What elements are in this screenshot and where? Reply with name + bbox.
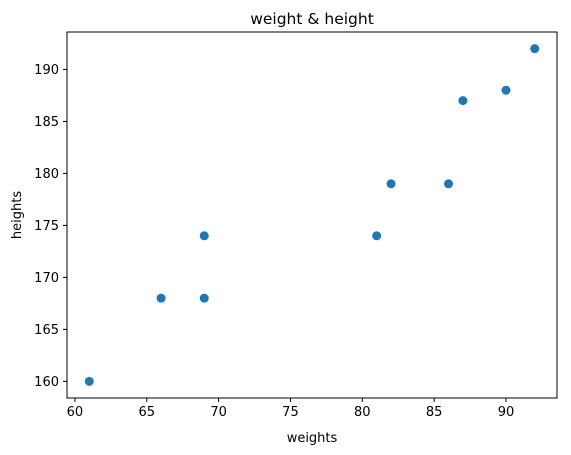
y-tick-label: 160 [34, 375, 59, 390]
plot-area [67, 32, 557, 398]
x-axis-label: weights [287, 431, 338, 446]
y-axis-ticks: 160 165 170 175 180 185 190 [34, 63, 67, 390]
y-tick-label: 175 [34, 219, 59, 234]
y-tick-label: 180 [34, 167, 59, 182]
x-tick-label: 80 [354, 405, 371, 420]
data-point [199, 231, 209, 241]
data-point [372, 231, 382, 241]
chart-title: weight & height [250, 10, 374, 28]
data-points [84, 44, 540, 386]
plot-frame [66, 31, 558, 399]
data-point [386, 179, 396, 189]
x-tick-label: 90 [498, 405, 515, 420]
data-point [156, 293, 166, 303]
data-point [199, 293, 209, 303]
data-point [444, 179, 454, 189]
x-tick-label: 70 [210, 405, 227, 420]
data-point [501, 85, 511, 95]
data-point [84, 376, 94, 386]
data-point [530, 44, 540, 54]
y-tick-label: 170 [34, 271, 59, 286]
y-tick-label: 190 [34, 63, 59, 78]
x-tick-label: 75 [282, 405, 299, 420]
x-axis-ticks: 60 65 70 75 80 85 90 [67, 398, 515, 420]
data-point [458, 96, 468, 106]
x-tick-label: 60 [67, 405, 84, 420]
y-tick-label: 185 [34, 115, 59, 130]
y-tick-label: 165 [34, 323, 59, 338]
x-tick-label: 65 [138, 405, 155, 420]
x-tick-label: 85 [426, 405, 443, 420]
y-axis-label: heights [10, 191, 25, 239]
